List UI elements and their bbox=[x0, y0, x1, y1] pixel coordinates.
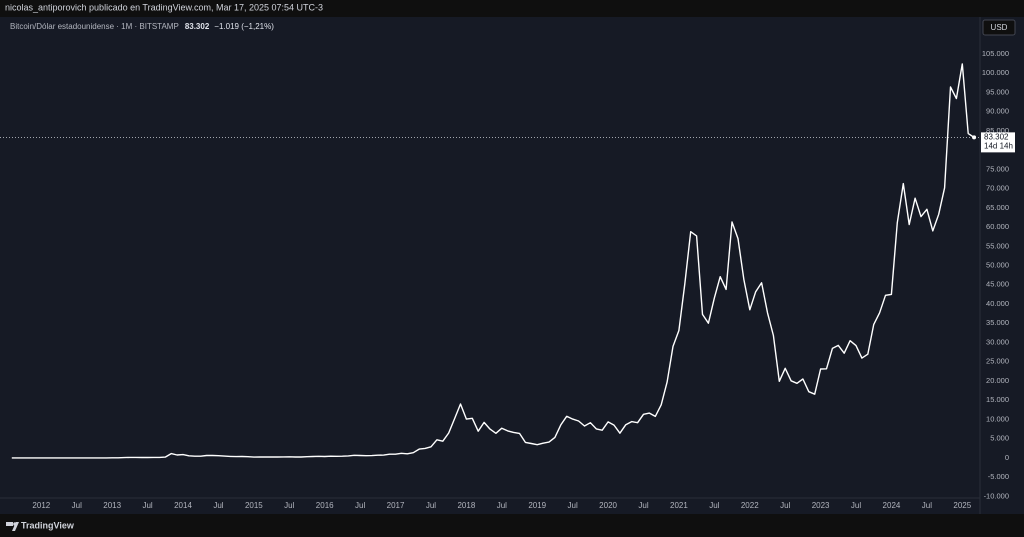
y-tick-label: 55.000 bbox=[986, 241, 1009, 250]
header: nicolas_antiporovich publicado en Tradin… bbox=[5, 2, 323, 12]
y-tick-label: 30.000 bbox=[986, 337, 1009, 346]
plot-background bbox=[0, 17, 1024, 514]
last-price: 83.302 bbox=[185, 22, 210, 31]
y-tick-label: 75.000 bbox=[986, 164, 1009, 173]
x-tick-label: Jul bbox=[284, 501, 294, 510]
y-tick-label: 100.000 bbox=[982, 68, 1009, 77]
x-tick-label: 2013 bbox=[103, 501, 121, 510]
y-tick-label: 60.000 bbox=[986, 222, 1009, 231]
y-tick-label: 15.000 bbox=[986, 395, 1009, 404]
x-tick-label: 2014 bbox=[174, 501, 192, 510]
y-tick-label: 45.000 bbox=[986, 280, 1009, 289]
x-tick-label: Jul bbox=[142, 501, 152, 510]
x-tick-label: Jul bbox=[355, 501, 365, 510]
last-point bbox=[972, 135, 977, 140]
x-tick-label: 2017 bbox=[387, 501, 405, 510]
chart-title: Bitcoin/Dólar estadounidense · 1M · BITS… bbox=[10, 22, 179, 31]
y-tick-label: 20.000 bbox=[986, 376, 1009, 385]
x-tick-label: Jul bbox=[72, 501, 82, 510]
x-tick-label: 2015 bbox=[245, 501, 263, 510]
x-tick-label: 2025 bbox=[953, 501, 971, 510]
x-tick-label: Jul bbox=[638, 501, 648, 510]
x-tick-label: Jul bbox=[709, 501, 719, 510]
countdown-label: 14d 14h bbox=[984, 141, 1013, 150]
y-tick-label: 5.000 bbox=[990, 434, 1009, 443]
y-tick-label: 65.000 bbox=[986, 203, 1009, 212]
x-tick-label: Jul bbox=[497, 501, 507, 510]
x-tick-label: 2023 bbox=[812, 501, 830, 510]
y-tick-label: -10.000 bbox=[984, 491, 1009, 500]
y-tick-label: 35.000 bbox=[986, 318, 1009, 327]
x-tick-label: 2012 bbox=[32, 501, 50, 510]
y-tick-label: 70.000 bbox=[986, 184, 1009, 193]
x-tick-label: 2016 bbox=[316, 501, 334, 510]
currency-button[interactable] bbox=[982, 19, 1016, 36]
x-tick-label: Jul bbox=[780, 501, 790, 510]
y-tick-label: 90.000 bbox=[986, 107, 1009, 116]
y-tick-label: 40.000 bbox=[986, 299, 1009, 308]
x-tick-label: Jul bbox=[426, 501, 436, 510]
y-tick-label: -5.000 bbox=[988, 472, 1009, 481]
price-line bbox=[11, 63, 975, 459]
x-tick-label: 2018 bbox=[457, 501, 475, 510]
x-tick-label: 2024 bbox=[883, 501, 901, 510]
y-tick-label: 10.000 bbox=[986, 414, 1009, 423]
y-tick-label: 95.000 bbox=[986, 87, 1009, 96]
x-tick-label: 2022 bbox=[741, 501, 759, 510]
x-tick-label: Jul bbox=[851, 501, 861, 510]
last-price-badge bbox=[981, 132, 1015, 153]
brand-name: TradingView bbox=[21, 520, 75, 530]
x-tick-label: Jul bbox=[568, 501, 578, 510]
y-tick-label: 50.000 bbox=[986, 260, 1009, 269]
x-tick-label: 2021 bbox=[670, 501, 688, 510]
y-tick-label: 105.000 bbox=[982, 49, 1009, 58]
x-tick-label: 2019 bbox=[528, 501, 546, 510]
currency-label[interactable]: USD bbox=[991, 23, 1008, 32]
brand-logo bbox=[6, 522, 19, 531]
y-tick-label: 25.000 bbox=[986, 357, 1009, 366]
x-tick-label: 2020 bbox=[599, 501, 617, 510]
x-tick-label: Jul bbox=[922, 501, 932, 510]
x-tick-label: Jul bbox=[213, 501, 223, 510]
price-change: −1.019 (−1,21%) bbox=[214, 22, 274, 31]
y-tick-label: 85.000 bbox=[986, 126, 1009, 135]
y-tick-label: 0 bbox=[1005, 453, 1009, 462]
last-price-badge-label: 83.302 bbox=[984, 132, 1009, 141]
